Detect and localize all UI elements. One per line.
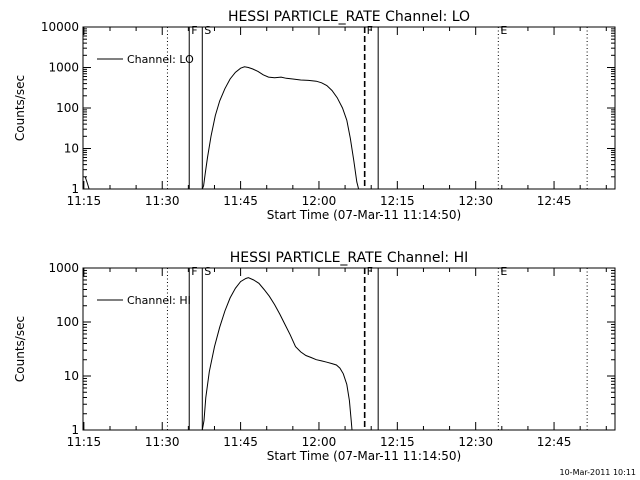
panel-lo: HESSI PARTICLE_RATE Channel: LO 11:15 11:3… [13, 9, 616, 222]
footer-timestamp: 10-Mar-2011 10:11 [560, 468, 637, 477]
legend-label: Channel: LO [127, 53, 194, 66]
x-tick-label: 12:45 [537, 435, 572, 449]
y-tick-label: 10000 [41, 20, 79, 34]
x-tick-label: 12:00 [302, 194, 337, 208]
event-marker-label: E [500, 24, 507, 37]
event-marker-label: F [191, 24, 197, 37]
plot-frame [82, 267, 616, 431]
x-tick-label: 11:30 [145, 435, 180, 449]
legend-label: Channel: HI [127, 294, 191, 307]
panel-hi: HESSI PARTICLE_RATE Channel: HI 11:15 11:3… [13, 250, 616, 463]
x-tick-label: 11:45 [223, 194, 258, 208]
plot-frame [82, 26, 616, 190]
y-tick-label: 10 [64, 142, 79, 156]
x-tick-label: 11:30 [145, 194, 180, 208]
x-tick-label: 12:15 [380, 435, 415, 449]
chart-title: HESSI PARTICLE_RATE Channel: LO [228, 9, 470, 25]
event-marker-label: F [367, 265, 373, 278]
event-marker-label: S [204, 265, 211, 278]
x-tick-label: 11:15 [67, 194, 102, 208]
x-tick-label: 12:00 [302, 435, 337, 449]
y-tick-label: 1000 [48, 61, 79, 75]
x-axis-label: Start Time (07-Mar-11 11:14:50) [267, 208, 461, 222]
y-tick-label: 100 [56, 315, 79, 329]
x-tick-label: 11:15 [67, 435, 102, 449]
x-tick-label: 11:45 [223, 435, 258, 449]
y-axis-label: Counts/sec [13, 75, 27, 141]
series-line [84, 176, 90, 190]
x-tick-label: 12:15 [380, 194, 415, 208]
event-marker-label: S [204, 24, 211, 37]
series-line [201, 277, 353, 431]
event-marker-label: E [500, 265, 507, 278]
x-tick-label: 12:45 [537, 194, 572, 208]
x-axis-label: Start Time (07-Mar-11 11:14:50) [267, 449, 461, 463]
chart-title: HESSI PARTICLE_RATE Channel: HI [230, 250, 468, 266]
y-tick-label: 1000 [48, 261, 79, 275]
event-marker-label: F [367, 24, 373, 37]
y-tick-label: 1 [71, 423, 79, 437]
y-tick-label: 100 [56, 101, 79, 115]
y-tick-label: 10 [64, 369, 79, 383]
x-tick-label: 12:30 [458, 194, 493, 208]
y-tick-label: 1 [71, 182, 79, 196]
event-marker-label: F [191, 265, 197, 278]
series-line [201, 66, 360, 190]
y-axis-label: Counts/sec [13, 316, 27, 382]
x-tick-label: 12:30 [458, 435, 493, 449]
